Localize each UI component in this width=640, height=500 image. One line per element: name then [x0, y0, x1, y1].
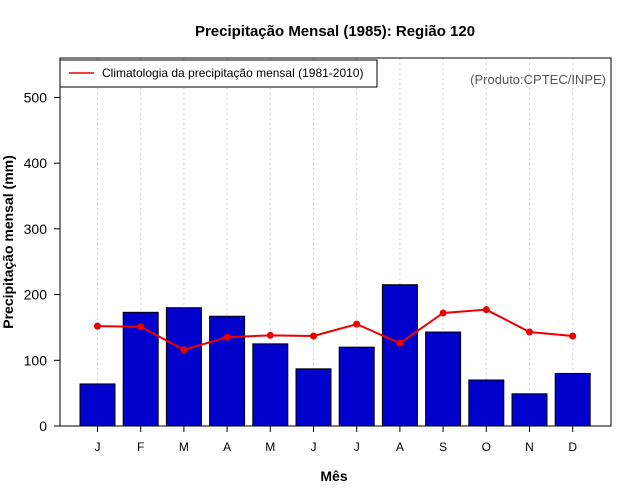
climatology-point-10 [526, 328, 533, 336]
bar-11 [554, 372, 591, 427]
x-tick-label-10: N [525, 440, 534, 454]
bar-8 [425, 331, 462, 427]
bar-2 [165, 307, 202, 427]
legend: Climatologia da precipitação mensal (198… [59, 59, 378, 88]
y-tick-label-5: 500 [24, 89, 48, 105]
axes: 0 100 200 300 400 500 J F M A M J J A S O N D [24, 89, 578, 454]
x-tick-label-11: D [568, 440, 577, 454]
climatology-point-8 [439, 309, 447, 317]
source-note: (Produto:CPTEC/INPE) [470, 72, 606, 87]
climatology-point-4 [266, 331, 274, 339]
y-tick-label-0: 0 [39, 418, 47, 434]
bar-series [79, 284, 591, 427]
climatology-line [97, 308, 573, 351]
climatology-point-1 [137, 323, 145, 331]
bar-10 [511, 393, 548, 427]
x-tick-label-4: M [265, 440, 275, 454]
climatology-point-5 [310, 332, 317, 340]
climatology-point-2 [180, 346, 188, 354]
y-tick-label-4: 400 [24, 155, 48, 171]
bar-0 [79, 383, 116, 427]
bar-7 [381, 284, 418, 427]
climatology-point-6 [353, 320, 361, 328]
bar-6 [338, 346, 375, 427]
x-tick-label-6: J [354, 440, 360, 454]
climatology-point-7 [396, 339, 404, 347]
y-tick-label-3: 300 [24, 221, 48, 237]
bar-4 [252, 343, 289, 427]
x-tick-label-5: J [311, 440, 317, 454]
bar-9 [468, 379, 505, 427]
plot-frame [59, 57, 612, 427]
x-axis-label: Mês [320, 468, 347, 484]
climatology-series [94, 306, 577, 354]
x-tick-label-2: M [179, 440, 189, 454]
bar-1 [122, 311, 159, 427]
legend-label: Climatologia da precipitação mensal (198… [102, 66, 363, 80]
x-tick-label-8: S [439, 440, 447, 454]
x-tick-label-9: O [482, 440, 491, 454]
legend-box [59, 59, 378, 88]
climatology-point-11 [569, 332, 577, 340]
x-tick-label-1: F [137, 440, 144, 454]
x-tick-label-7: A [396, 440, 404, 454]
x-tick-label-0: J [95, 440, 101, 454]
x-tick-label-3: A [223, 440, 231, 454]
y-axis-label: Precipitação mensal (mm) [0, 155, 16, 329]
y-tick-label-2: 200 [24, 287, 48, 303]
bar-3 [209, 315, 246, 427]
bar-5 [295, 368, 332, 427]
climatology-point-0 [94, 322, 101, 330]
chart-title: Precipitação Mensal (1985): Região 120 [195, 23, 475, 40]
y-tick-label-1: 100 [24, 352, 48, 368]
climatology-point-9 [482, 306, 490, 314]
climatology-point-3 [223, 333, 231, 341]
